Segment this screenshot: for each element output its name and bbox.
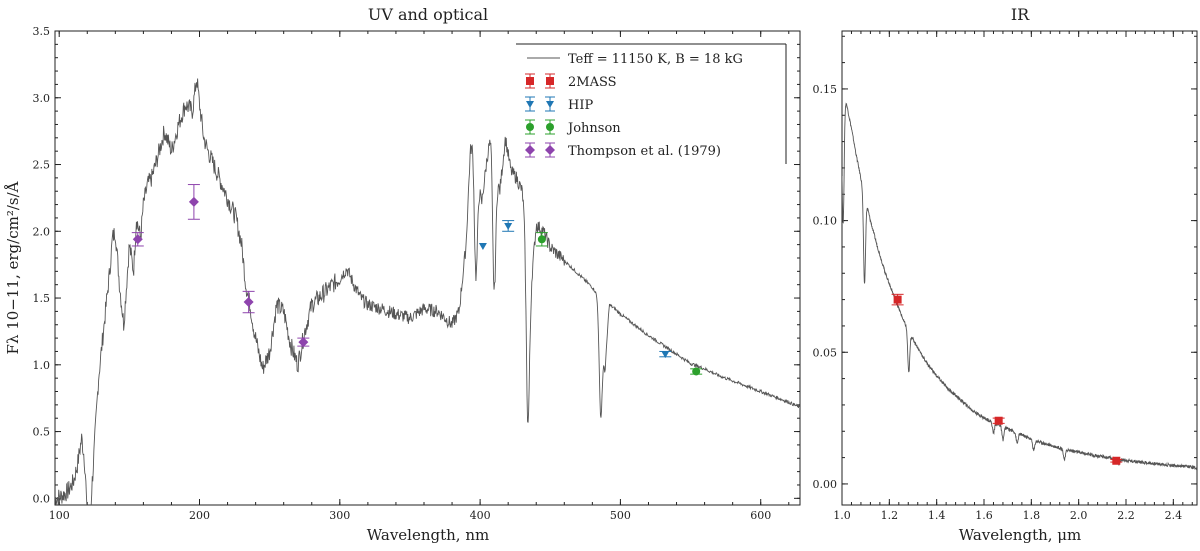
panel-title: IR — [1011, 5, 1030, 24]
model-spectrum-line — [842, 102, 1197, 471]
thompson-et-al-1979-point — [188, 196, 199, 207]
y-tick-label: 1.5 — [33, 292, 51, 305]
johnson-point — [537, 235, 546, 244]
legend-marker — [526, 123, 534, 131]
y-tick-label: 3.0 — [33, 92, 51, 105]
legend-label: Teff = 11150 K, B = 18 kG — [568, 52, 743, 67]
x-tick-label: 2.4 — [1165, 509, 1183, 522]
legend-marker — [525, 145, 535, 155]
plot-area — [842, 102, 1197, 471]
x-tick-label: 1.6 — [975, 509, 993, 522]
y-tick-label: 3.5 — [33, 25, 51, 38]
y-tick-label: 0.05 — [813, 346, 838, 359]
x-tick-label: 1.4 — [928, 509, 946, 522]
legend-marker — [546, 101, 554, 108]
plot-frame — [841, 30, 1198, 506]
y-tick-label: 0.5 — [33, 426, 51, 439]
legend-marker — [545, 145, 555, 155]
2mass-point — [994, 416, 1003, 425]
y-tick-label: 2.5 — [33, 159, 51, 172]
legend: Teff = 11150 K, B = 18 kG 2MASS HIP Johnson… — [516, 43, 787, 164]
x-tick-label: 1.0 — [833, 509, 851, 522]
legend-marker — [546, 123, 554, 131]
legend-marker — [546, 77, 554, 85]
hip-point — [478, 242, 487, 250]
plot-frame — [54, 30, 801, 506]
ir-panel: IR 1.0 1.2 1.4 1.6 1.8 2.0 2.2 2.4 0.00 0.05 0.10 0.… — [813, 5, 1198, 544]
x-tick-label: 100 — [49, 509, 70, 522]
x-axis-title: Wavelength, nm — [367, 526, 489, 544]
y-tick-label: 0.15 — [813, 83, 838, 96]
plot-area — [55, 78, 800, 505]
x-tick-label: 1.2 — [881, 509, 899, 522]
model-spectrum-line — [55, 78, 800, 505]
panel-title: UV and optical — [368, 5, 488, 24]
x-tick-label: 400 — [470, 509, 491, 522]
2mass-point — [893, 295, 902, 304]
legend-marker — [526, 101, 534, 108]
x-tick-label: 1.8 — [1023, 509, 1041, 522]
legend-marker — [526, 77, 534, 85]
y-tick-label: 0.00 — [813, 478, 838, 491]
thompson-et-al-1979-point — [243, 297, 254, 308]
x-tick-label: 2.2 — [1117, 509, 1135, 522]
johnson-point — [692, 367, 701, 376]
2mass-point — [1112, 456, 1121, 465]
x-tick-label: 600 — [750, 509, 771, 522]
x-tick-label: 300 — [329, 509, 350, 522]
thompson-et-al-1979-point — [298, 337, 309, 348]
y-tick-label: 2.0 — [33, 225, 51, 238]
x-tick-label: 2.0 — [1070, 509, 1088, 522]
y-tick-label: 0.10 — [813, 215, 838, 228]
thompson-et-al-1979-point — [132, 234, 143, 245]
legend-label: 2MASS — [568, 75, 617, 90]
x-tick-label: 500 — [610, 509, 631, 522]
y-tick-label: 0.0 — [33, 492, 51, 505]
uv-optical-panel: UV and optical 100 200 300 400 500 600 0.0 0.5 1.… — [4, 5, 801, 544]
x-axis-title: Wavelength, μm — [959, 526, 1082, 544]
x-tick-label: 200 — [189, 509, 210, 522]
legend-label: HIP — [568, 98, 593, 113]
y-axis-title: Fλ 10−11, erg/cm²/s/Å — [4, 181, 22, 354]
hip-point — [661, 351, 670, 359]
legend-label: Thompson et al. (1979) — [568, 144, 721, 159]
legend-label: Johnson — [566, 121, 621, 136]
y-tick-label: 1.0 — [33, 359, 51, 372]
hip-point — [504, 222, 513, 230]
